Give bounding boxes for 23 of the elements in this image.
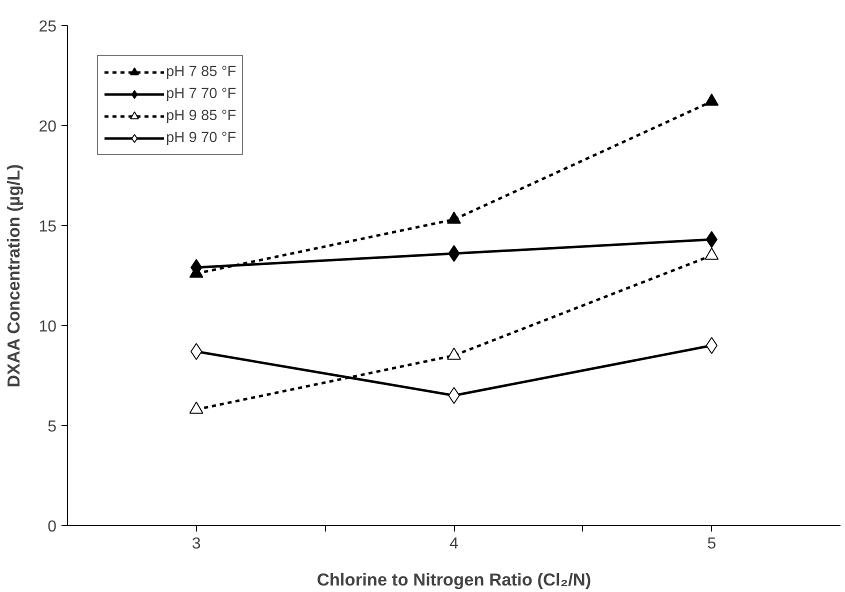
- legend-label: pH 7 70 °F: [166, 86, 236, 102]
- x-axis-title: Chlorine to Nitrogen Ratio (Cl₂/N): [316, 570, 592, 590]
- y-tick-label: 0: [48, 518, 57, 536]
- point: [447, 211, 461, 224]
- point: [704, 93, 719, 106]
- point: [190, 343, 202, 360]
- y-tick-label: 10: [38, 318, 57, 336]
- y-tick-label: 20: [38, 118, 57, 136]
- legend-label: pH 7 85 °F: [166, 64, 236, 80]
- y-axis-title: DXAA Concentration (µg/L): [4, 164, 24, 388]
- point: [706, 231, 718, 248]
- legend-label: pH 9 70 °F: [166, 130, 236, 146]
- point: [706, 337, 718, 354]
- point: [448, 387, 460, 404]
- y-tick-label: 15: [38, 218, 57, 236]
- x-tick-label: 5: [707, 536, 716, 552]
- point: [448, 245, 460, 262]
- legend-label: pH 9 85 °F: [166, 108, 236, 124]
- y-tick-label: 25: [38, 18, 57, 36]
- y-tick-label: 5: [48, 418, 57, 436]
- x-tick-label: 4: [450, 536, 459, 552]
- point: [704, 247, 719, 260]
- x-tick-label: 3: [192, 536, 201, 552]
